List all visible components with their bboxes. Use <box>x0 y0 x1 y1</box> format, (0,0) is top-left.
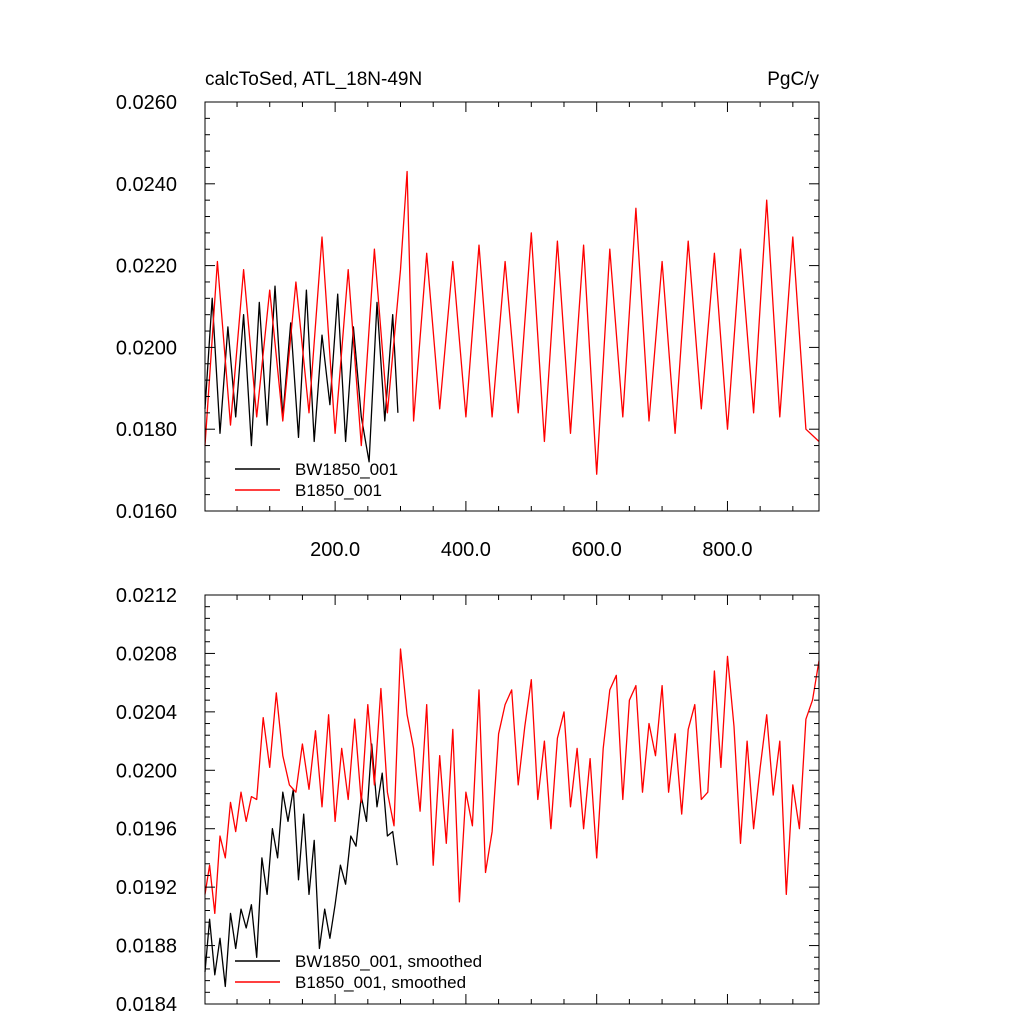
y-tick-label: 0.0220 <box>116 256 177 278</box>
y-tick-label: 0.0196 <box>116 819 177 841</box>
legend-label-b1850: B1850_001 <box>295 481 382 500</box>
legend-label-bw1850: BW1850_001 <box>295 460 398 479</box>
x-tick-label: 600.0 <box>572 539 622 561</box>
y-tick-label: 0.0180 <box>116 419 177 441</box>
x-tick-label: 200.0 <box>310 539 360 561</box>
axis-ticks: 0.0160 0.0180 0.0200 0.0220 0.0240 0.0260 200.… <box>116 92 819 561</box>
series-line-0 <box>204 743 398 988</box>
axis-ticks: 0.0184 0.0188 0.0192 0.0196 0.0200 0.0204 0.02… <box>116 585 819 1016</box>
y-tick-label: 0.0212 <box>116 585 177 607</box>
series-layer <box>204 170 820 475</box>
series-line-1 <box>204 648 820 915</box>
plot-frame <box>204 594 820 1005</box>
chart-panel-bottom: 0.0184 0.0188 0.0192 0.0196 0.0200 0.0204 0.02… <box>116 585 820 1016</box>
y-tick-label: 0.0200 <box>116 337 177 359</box>
y-tick-label: 0.0200 <box>116 760 177 782</box>
chart-panel-top: calcToSed, ATL_18N-49N PgC/y 0.0160 0.018… <box>116 69 820 561</box>
series-line-1 <box>204 170 820 475</box>
y-tick-label: 0.0188 <box>116 936 177 958</box>
y-tick-label: 0.0184 <box>116 994 177 1016</box>
y-tick-label: 0.0260 <box>116 92 177 114</box>
y-tick-label: 0.0160 <box>116 501 177 523</box>
y-tick-label: 0.0208 <box>116 643 177 665</box>
units-label: PgC/y <box>767 69 819 90</box>
legend: BW1850_001, smoothed B1850_001, smoothed <box>235 952 482 992</box>
legend-label-bw1850-smoothed: BW1850_001, smoothed <box>295 952 482 971</box>
y-tick-label: 0.0204 <box>116 702 177 724</box>
legend-label-b1850-smoothed: B1850_001, smoothed <box>295 973 466 992</box>
x-tick-label: 400.0 <box>441 539 491 561</box>
plot-frame <box>204 101 820 512</box>
x-tick-label: 800.0 <box>702 539 752 561</box>
series-layer <box>204 648 820 988</box>
series-line-0 <box>204 285 399 463</box>
legend: BW1850_001 B1850_001 <box>235 460 398 500</box>
y-tick-label: 0.0240 <box>116 174 177 196</box>
y-tick-label: 0.0192 <box>116 877 177 899</box>
chart-title: calcToSed, ATL_18N-49N <box>205 69 422 90</box>
